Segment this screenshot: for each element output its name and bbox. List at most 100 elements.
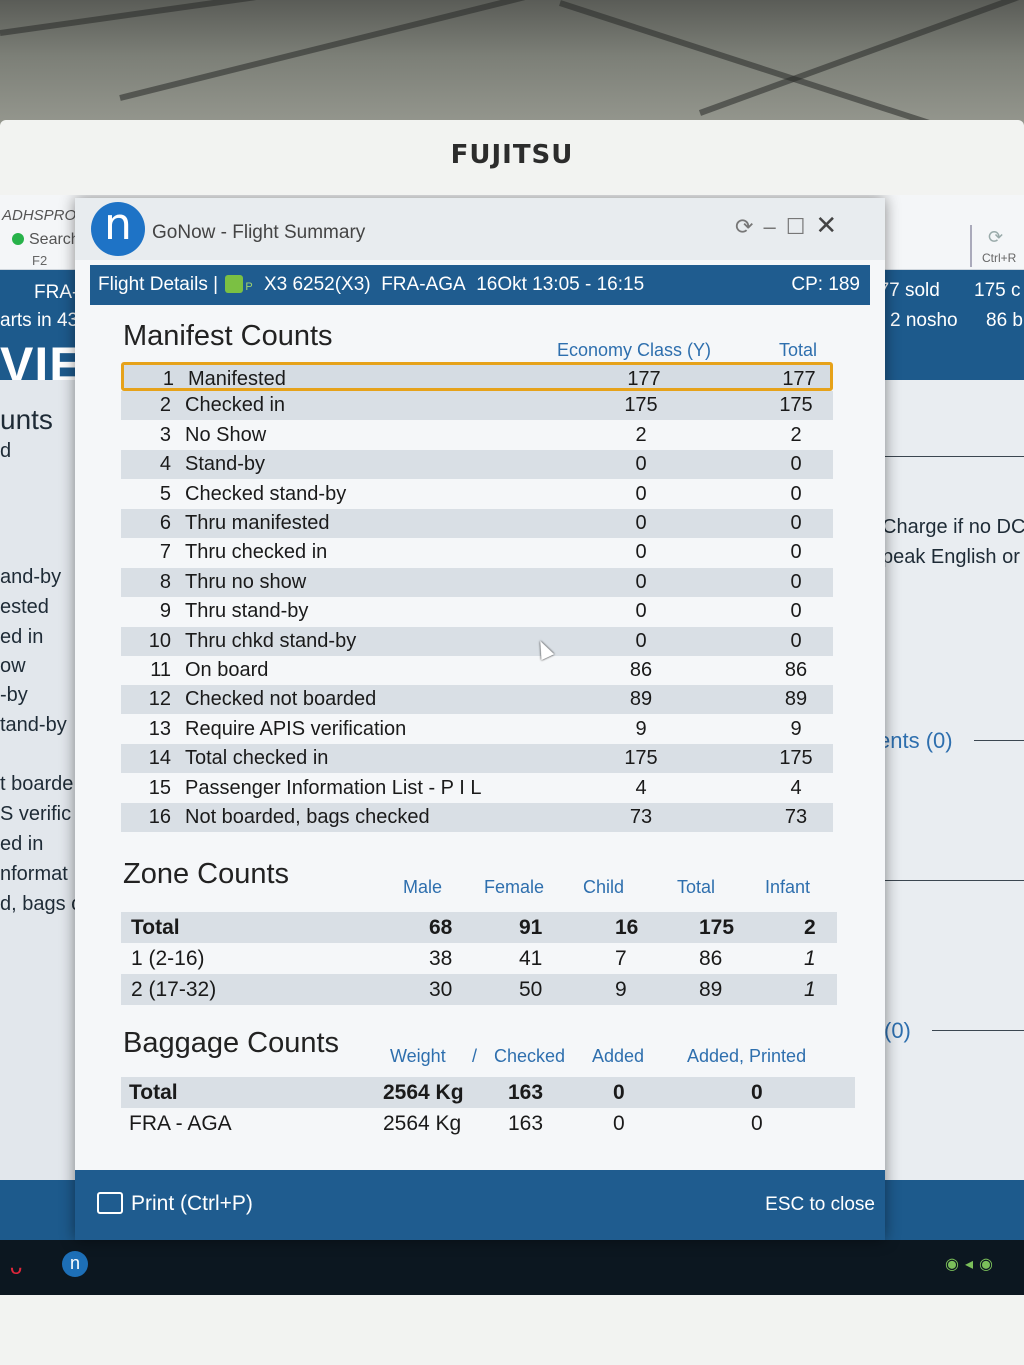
refresh-icon: ⟳	[988, 227, 1004, 247]
background-left-item: nformat	[0, 863, 68, 885]
manifest-row[interactable]: 5 Checked stand-by 0 0	[121, 480, 833, 509]
minimize-button[interactable]: –	[763, 214, 786, 239]
total-count: 177	[782, 368, 816, 390]
female-count: 91	[519, 916, 543, 939]
dialog-title: GoNow - Flight Summary	[152, 222, 366, 243]
child-count: 7	[615, 947, 627, 970]
background-left-panel: unts d and-by ested ed in ow -by tand-by…	[0, 380, 88, 1250]
manifest-row[interactable]: 7 Thru checked in 0 0	[121, 538, 833, 567]
manifest-row[interactable]: 2 Checked in 175 175	[121, 391, 833, 421]
printer-icon	[97, 1192, 123, 1214]
row-number: 5	[159, 482, 171, 505]
zone-row: Total 68 91 16 175 2	[121, 912, 837, 943]
row-number: 4	[159, 453, 171, 476]
row-label: Checked in	[185, 394, 286, 417]
zone-label: 1 (2-16)	[131, 947, 205, 970]
background-right-text: speak English or	[872, 546, 1020, 568]
total-count: 175	[779, 394, 813, 417]
manifest-row[interactable]: 3 No Show 2 2	[121, 421, 833, 450]
total-count: 73	[784, 806, 808, 828]
background-refresh-shortcut: Ctrl+R	[982, 251, 1017, 265]
background-right-panel: Charge if no DC speak English or ents (0…	[868, 380, 1024, 1250]
economy-count: 73	[629, 806, 653, 828]
row-label: On board	[185, 659, 269, 681]
economy-count: 4	[635, 776, 647, 799]
row-label: Thru manifested	[185, 512, 330, 534]
background-left-item: tand-by	[0, 714, 67, 736]
background-left-item: -by	[0, 684, 28, 706]
maximize-button[interactable]: ☐	[785, 214, 816, 239]
row-number: 2	[159, 394, 171, 417]
background-sold: 177 sold	[868, 280, 940, 301]
economy-count: 0	[635, 512, 647, 534]
manifest-row[interactable]: 14 Total checked in 175 175	[121, 744, 833, 774]
row-label: Not boarded, bags checked	[185, 806, 430, 828]
flight-details-label: Flight Details |	[98, 274, 219, 295]
manifest-row[interactable]: 15 Passenger Information List - P I L 4 4	[121, 774, 833, 803]
row-number: 10	[148, 629, 171, 652]
manifest-row[interactable]: 11 On board 86 86	[121, 656, 833, 685]
female-count: 41	[519, 947, 543, 970]
background-left-item: S verific	[0, 803, 72, 825]
gonow-logo: n	[91, 202, 145, 256]
row-number: 6	[159, 512, 171, 534]
economy-count: 177	[627, 368, 661, 390]
refresh-icon[interactable]: ⟳	[735, 214, 764, 239]
economy-count: 175	[624, 394, 658, 417]
manifest-col-class: Economy Class (Y)	[557, 340, 712, 360]
infant-count: 1	[804, 978, 816, 1001]
manifest-row[interactable]: 9 Thru stand-by 0 0	[121, 597, 833, 626]
total-count: 0	[790, 482, 802, 505]
row-number: 13	[148, 717, 171, 740]
manifest-row[interactable]: 8 Thru no show 0 0	[121, 567, 833, 597]
baggage-col-checked: Checked	[494, 1046, 566, 1066]
manifest-row[interactable]: 1 Manifested 177 177	[121, 362, 833, 391]
taskbar-gonow-icon[interactable]: n	[62, 1251, 88, 1277]
manifest-row[interactable]: 16 Not boarded, bags checked 73 73	[121, 803, 833, 832]
zone-col-male: Male	[403, 877, 443, 897]
row-number: 8	[159, 570, 171, 593]
total-count: 175	[699, 916, 735, 939]
row-label: Manifested	[188, 368, 286, 390]
baggage-label: Total	[129, 1081, 178, 1104]
total-count: 2	[790, 423, 802, 446]
baggage-checked: 163	[508, 1081, 544, 1104]
background-search-label: Search	[29, 231, 80, 248]
close-button[interactable]: ✕	[815, 210, 848, 240]
male-count: 38	[429, 947, 453, 970]
flight-number: X3 6252(X3)	[263, 274, 371, 295]
economy-count: 175	[624, 747, 658, 770]
taskbar-app-icon[interactable]: ᴗ	[10, 1254, 23, 1279]
status-dot-icon	[12, 233, 24, 245]
flight-details-info: Flight Details | P X3 6252(X3) FRA-AGA 1…	[98, 274, 645, 295]
total-count: 9	[790, 717, 802, 740]
background-search-button[interactable]: Search	[12, 231, 80, 249]
dialog-footer: Print (Ctrl+P) ESC to close	[75, 1170, 885, 1240]
background-refresh-button[interactable]: ⟳ Ctrl+R	[970, 225, 1024, 267]
capacity: CP: 189	[791, 274, 860, 295]
baggage-added-printed: 0	[751, 1112, 763, 1135]
row-number: 14	[148, 747, 171, 770]
row-label: Passenger Information List - P I L	[185, 776, 482, 799]
manifest-row[interactable]: 13 Require APIS verification 9 9	[121, 715, 833, 744]
baggage-col-weight: Weight	[390, 1046, 446, 1066]
manifest-row[interactable]: 10 Thru chkd stand-by 0 0	[121, 626, 833, 656]
baggage-col-separator: /	[472, 1046, 478, 1066]
row-number: 3	[159, 423, 171, 446]
summary-panel: Manifest Counts Economy Class (Y) Total …	[103, 310, 863, 1180]
background-left-item: ow	[0, 655, 26, 677]
background-count-link[interactable]: (0)	[884, 1018, 911, 1043]
manifest-row[interactable]: 6 Thru manifested 0 0	[121, 509, 833, 538]
row-label: Thru stand-by	[185, 600, 309, 623]
manifest-row[interactable]: 12 Checked not boarded 89 89	[121, 685, 833, 715]
print-button[interactable]: Print (Ctrl+P)	[97, 1192, 253, 1216]
total-count: 89	[699, 978, 723, 1001]
total-count: 89	[784, 688, 808, 711]
baggage-weight: 2564 Kg	[383, 1081, 464, 1104]
manifest-row[interactable]: 4 Stand-by 0 0	[121, 450, 833, 480]
zone-row: 1 (2-16) 38 41 7 86 1	[121, 943, 837, 974]
infant-count: 1	[804, 947, 816, 970]
background-left-item: ed in	[0, 626, 44, 648]
background-attachments-link[interactable]: ents (0)	[878, 728, 953, 753]
system-tray-icons: ◉◂◉	[945, 1256, 999, 1273]
